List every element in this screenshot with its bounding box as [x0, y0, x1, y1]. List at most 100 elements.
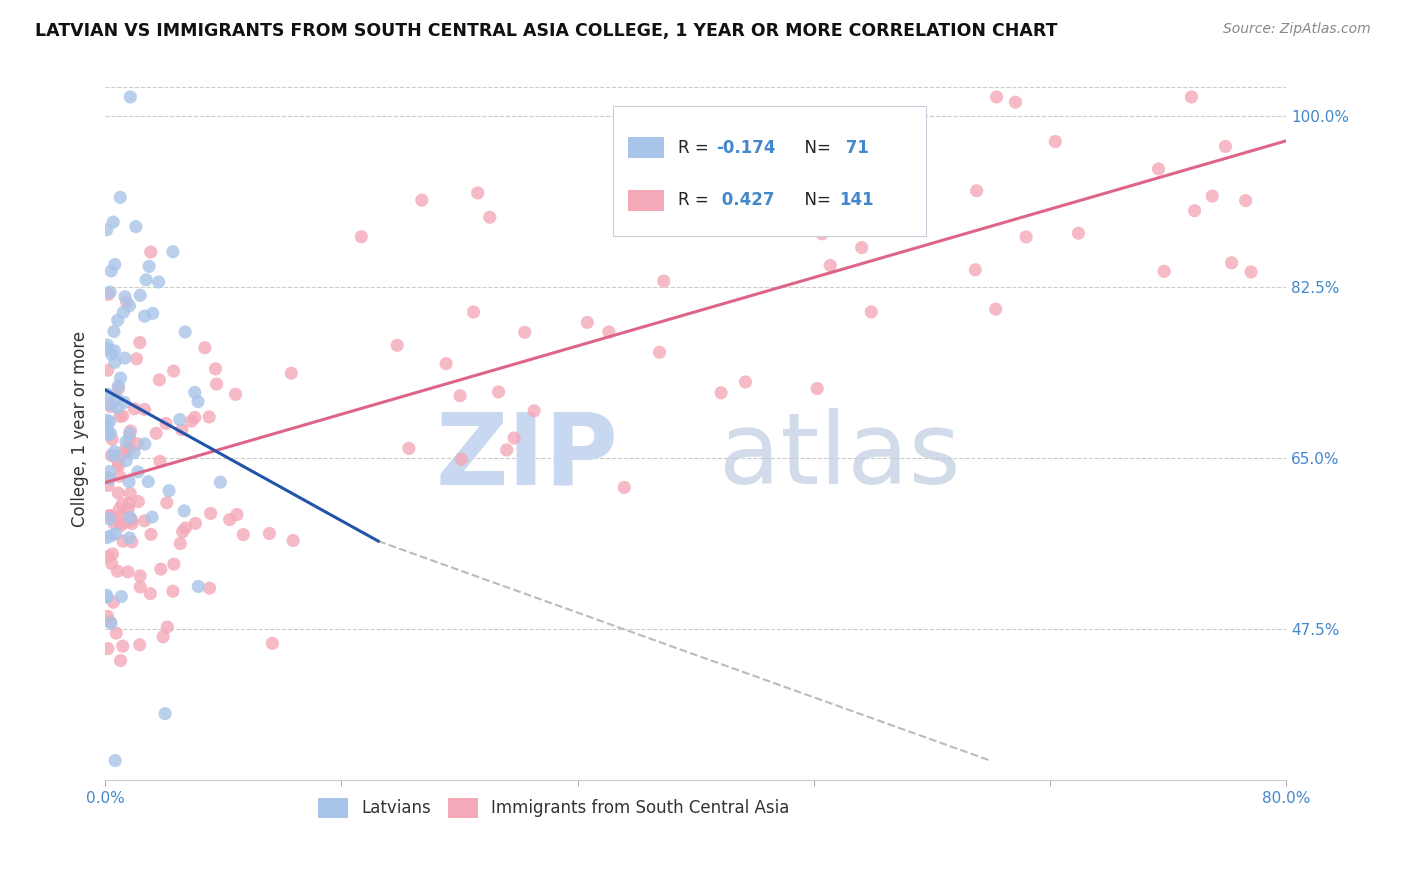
- Point: [218, 513, 240, 527]
- Point: [984, 302, 1007, 317]
- Point: [101, 547, 124, 561]
- Point: [110, 654, 132, 668]
- Point: [169, 412, 191, 426]
- Point: [467, 186, 489, 200]
- Point: [173, 504, 195, 518]
- Text: 71: 71: [839, 139, 869, 157]
- Point: [105, 564, 128, 578]
- Point: [1153, 264, 1175, 278]
- Point: [134, 437, 156, 451]
- Point: [97, 363, 120, 377]
- Point: [398, 442, 420, 456]
- Text: Source: ZipAtlas.com: Source: ZipAtlas.com: [1223, 22, 1371, 37]
- Point: [100, 449, 122, 463]
- Point: [120, 90, 142, 104]
- Point: [112, 395, 135, 409]
- Legend: Latvians, Immigrants from South Central Asia: Latvians, Immigrants from South Central …: [312, 791, 796, 825]
- Point: [806, 382, 828, 396]
- Text: -0.174: -0.174: [716, 139, 775, 157]
- Point: [98, 615, 121, 629]
- Text: R =: R =: [678, 192, 714, 210]
- Point: [120, 514, 142, 528]
- Text: LATVIAN VS IMMIGRANTS FROM SOUTH CENTRAL ASIA COLLEGE, 1 YEAR OR MORE CORRELATIO: LATVIAN VS IMMIGRANTS FROM SOUTH CENTRAL…: [35, 22, 1057, 40]
- Point: [111, 509, 134, 524]
- Point: [108, 469, 131, 483]
- Point: [652, 274, 675, 288]
- Point: [118, 299, 141, 313]
- Point: [118, 442, 141, 456]
- Point: [262, 636, 284, 650]
- Point: [148, 373, 170, 387]
- Point: [96, 609, 118, 624]
- Point: [134, 514, 156, 528]
- Point: [124, 401, 146, 416]
- Point: [104, 754, 127, 768]
- Text: N=: N=: [793, 139, 835, 157]
- Point: [184, 385, 207, 400]
- Point: [103, 595, 125, 609]
- FancyBboxPatch shape: [628, 190, 664, 211]
- Point: [187, 394, 209, 409]
- Point: [96, 413, 118, 427]
- Point: [1045, 135, 1067, 149]
- Point: [96, 422, 118, 436]
- Point: [1201, 189, 1223, 203]
- Point: [155, 417, 177, 431]
- Point: [478, 211, 501, 225]
- Point: [108, 502, 131, 516]
- Point: [157, 483, 180, 498]
- Point: [120, 512, 142, 526]
- Point: [598, 325, 620, 339]
- Text: N=: N=: [793, 192, 835, 210]
- Point: [139, 245, 162, 260]
- Point: [184, 410, 207, 425]
- Point: [1147, 161, 1170, 176]
- Point: [682, 150, 704, 164]
- Point: [986, 90, 1008, 104]
- Point: [142, 306, 165, 320]
- Point: [513, 326, 536, 340]
- Point: [114, 351, 136, 365]
- Point: [350, 229, 373, 244]
- Point: [98, 285, 121, 299]
- Text: ZIP: ZIP: [436, 409, 619, 506]
- Point: [110, 518, 132, 533]
- Point: [97, 549, 120, 564]
- Point: [200, 507, 222, 521]
- Point: [205, 377, 228, 392]
- Point: [125, 219, 148, 234]
- Point: [122, 445, 145, 459]
- Point: [163, 557, 186, 571]
- Point: [184, 516, 207, 531]
- Point: [107, 486, 129, 500]
- Text: 0.427: 0.427: [716, 192, 775, 210]
- Point: [139, 587, 162, 601]
- Point: [127, 465, 149, 479]
- Point: [280, 366, 302, 380]
- Point: [136, 475, 159, 489]
- Point: [648, 345, 671, 359]
- Point: [98, 512, 121, 526]
- Point: [204, 362, 226, 376]
- Point: [114, 516, 136, 530]
- Point: [153, 706, 176, 721]
- Point: [209, 475, 232, 490]
- Point: [162, 584, 184, 599]
- Point: [103, 343, 125, 358]
- Point: [710, 385, 733, 400]
- Point: [107, 382, 129, 396]
- Point: [387, 338, 409, 352]
- Point: [98, 465, 121, 479]
- Point: [1004, 95, 1026, 110]
- Point: [965, 262, 987, 277]
- Point: [169, 536, 191, 550]
- Point: [138, 260, 160, 274]
- Point: [162, 364, 184, 378]
- Text: 141: 141: [839, 192, 875, 210]
- Point: [503, 431, 526, 445]
- Point: [450, 452, 472, 467]
- Point: [105, 401, 128, 415]
- Point: [118, 426, 141, 441]
- Point: [101, 432, 124, 446]
- Point: [115, 434, 138, 449]
